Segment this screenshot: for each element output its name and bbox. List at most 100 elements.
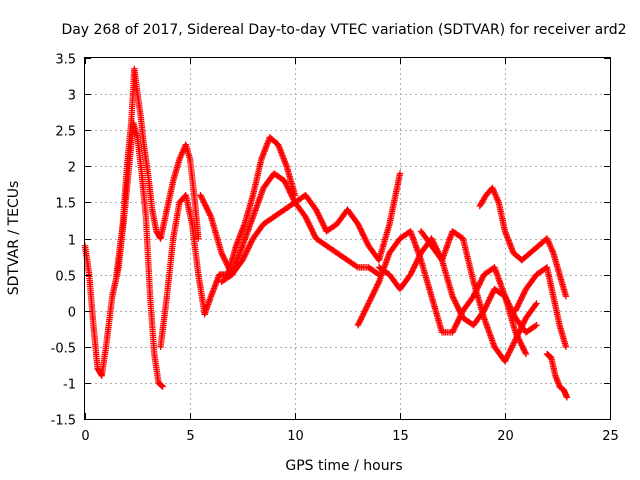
track-marker	[357, 316, 364, 323]
track-marker	[361, 308, 368, 316]
series-group	[417, 228, 540, 365]
series-group	[113, 65, 202, 278]
track-marker	[503, 355, 510, 362]
track-marker	[372, 285, 379, 293]
track-marker	[453, 320, 460, 327]
track-marker	[509, 342, 516, 349]
track-marker	[367, 295, 374, 303]
track-marker	[453, 301, 460, 309]
track-marker	[219, 252, 227, 260]
track-marker	[360, 310, 367, 317]
track-marker	[224, 262, 231, 270]
track-marker	[513, 306, 520, 313]
track-marker	[358, 228, 365, 235]
track-marker	[303, 215, 310, 222]
track-marker	[304, 217, 311, 225]
track-marker	[518, 294, 525, 301]
track-marker	[222, 258, 229, 265]
track-marker	[306, 222, 313, 229]
track-marker	[366, 297, 374, 304]
track-marker	[202, 202, 209, 209]
x-tick-label: 25	[602, 429, 619, 444]
data-point	[312, 206, 320, 213]
track-marker	[454, 303, 461, 310]
track-marker	[311, 232, 318, 239]
track-marker	[318, 217, 325, 225]
data-points	[81, 65, 571, 401]
track-marker	[513, 334, 520, 342]
track-marker	[201, 200, 208, 208]
track-marker	[289, 194, 297, 202]
track-marker	[520, 319, 528, 326]
track-marker	[199, 196, 206, 203]
track-marker	[360, 232, 367, 239]
track-marker	[221, 255, 228, 262]
track-marker	[314, 210, 322, 218]
track-marker	[202, 203, 210, 210]
track-marker	[358, 314, 365, 322]
data-point	[218, 249, 225, 257]
track-marker	[247, 239, 255, 247]
track-marker	[200, 199, 208, 206]
y-axis-label: SDTVAR / TECUs	[6, 181, 22, 296]
track-marker	[519, 293, 526, 300]
track-marker	[359, 229, 366, 236]
chart-title: Day 268 of 2017, Sidereal Day-to-day VTE…	[61, 22, 626, 38]
data-point	[396, 170, 404, 177]
data-point	[562, 293, 570, 300]
track-marker	[515, 300, 523, 307]
track-marker	[225, 264, 232, 271]
track-marker	[451, 324, 458, 332]
track-marker	[413, 258, 420, 265]
track-marker	[456, 307, 463, 314]
track-marker	[289, 193, 296, 200]
track-marker	[517, 324, 525, 332]
track-marker	[206, 210, 213, 218]
track-marker	[532, 301, 539, 308]
y-tick-label: -1	[63, 378, 76, 393]
track-marker	[520, 290, 528, 297]
track-marker	[286, 187, 293, 195]
data-point	[512, 336, 519, 343]
track-marker	[310, 229, 317, 236]
track-marker	[198, 193, 205, 200]
track-marker	[520, 345, 527, 352]
data-point	[562, 343, 570, 350]
track-marker	[450, 326, 458, 333]
track-marker	[203, 204, 210, 212]
track-marker	[288, 191, 295, 199]
track-marker	[307, 225, 315, 232]
y-tick-label: 1	[68, 234, 76, 249]
track-marker	[310, 230, 318, 238]
track-marker	[359, 311, 367, 319]
track-marker	[505, 350, 512, 358]
track-marker	[283, 181, 290, 189]
x-tick-label: 20	[497, 429, 514, 444]
track-marker	[415, 254, 423, 261]
track-marker	[479, 274, 486, 281]
x-tick-label: 10	[287, 429, 304, 444]
track-marker	[514, 332, 521, 339]
data-point	[449, 329, 456, 336]
y-tick-label: 2.5	[55, 125, 76, 140]
track-marker	[513, 333, 521, 340]
track-marker	[517, 339, 524, 346]
track-marker	[516, 327, 523, 335]
series-group	[476, 184, 570, 300]
track-marker	[487, 293, 495, 300]
track-marker	[452, 321, 460, 329]
track-marker	[282, 178, 289, 186]
track-marker	[508, 343, 516, 350]
track-marker	[416, 252, 423, 260]
track-marker	[200, 197, 207, 205]
track-marker	[373, 284, 380, 291]
track-marker	[455, 306, 462, 313]
data-point	[354, 220, 362, 228]
track-marker	[507, 304, 514, 312]
y-tick-label: 3.5	[55, 53, 76, 68]
track-marker	[521, 347, 528, 355]
track-marker	[408, 269, 415, 277]
track-marker	[451, 297, 458, 304]
track-marker	[517, 297, 524, 304]
data-point	[354, 321, 362, 329]
